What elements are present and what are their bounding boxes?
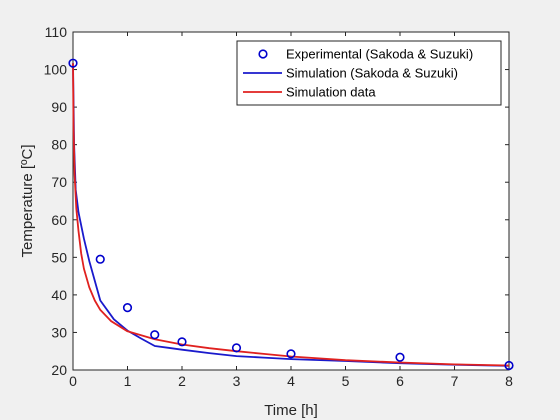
x-tick-label: 4 <box>287 373 295 389</box>
y-tick-label: 20 <box>51 362 67 378</box>
series-layer <box>68 58 514 371</box>
data-point-marker <box>68 58 78 68</box>
x-tick-label: 7 <box>451 373 459 389</box>
legend-marker <box>258 49 268 59</box>
data-point-marker <box>395 352 405 362</box>
y-axis: 20 30 40 50 60 70 80 90 100 110 <box>44 24 509 378</box>
x-tick-label: 1 <box>124 373 132 389</box>
data-point-marker <box>286 349 296 359</box>
x-tick-label: 6 <box>396 373 404 389</box>
data-point-marker <box>150 330 160 340</box>
x-axis: 0 1 2 3 4 5 6 7 8 <box>69 32 513 389</box>
data-point-marker <box>231 343 242 353</box>
data-point-marker <box>177 337 187 347</box>
legend-entry-label: Experimental (Sakoda & Suzuki) <box>286 47 473 62</box>
y-tick-label: 100 <box>44 62 68 78</box>
y-tick-label: 50 <box>51 249 67 265</box>
legend-entry-label: Simulation data <box>286 85 376 100</box>
y-tick-label: 80 <box>51 137 67 153</box>
x-tick-label: 3 <box>233 373 241 389</box>
data-point-marker <box>504 360 514 371</box>
data-point-marker <box>122 303 133 313</box>
x-tick-label: 8 <box>505 373 513 389</box>
x-tick-label: 2 <box>178 373 186 389</box>
y-axis-label: Temperature [ºC] <box>19 144 36 257</box>
y-tick-label: 30 <box>51 324 67 340</box>
y-tick-label: 40 <box>51 287 67 303</box>
y-tick-label: 70 <box>51 174 67 190</box>
y-tick-label: 90 <box>51 99 67 115</box>
y-tick-label: 60 <box>51 212 67 228</box>
series-line <box>72 63 510 367</box>
series-line <box>72 63 510 367</box>
legend: Experimental (Sakoda & Suzuki) Simulation… <box>236 40 502 106</box>
y-tick-label: 110 <box>45 24 68 40</box>
x-axis-label: Time [h] <box>264 402 318 419</box>
x-tick-label: 0 <box>69 373 77 389</box>
x-tick-label: 5 <box>342 373 350 389</box>
data-point-marker <box>95 254 105 264</box>
legend-entry-label: Simulation (Sakoda & Suzuki) <box>286 66 458 81</box>
